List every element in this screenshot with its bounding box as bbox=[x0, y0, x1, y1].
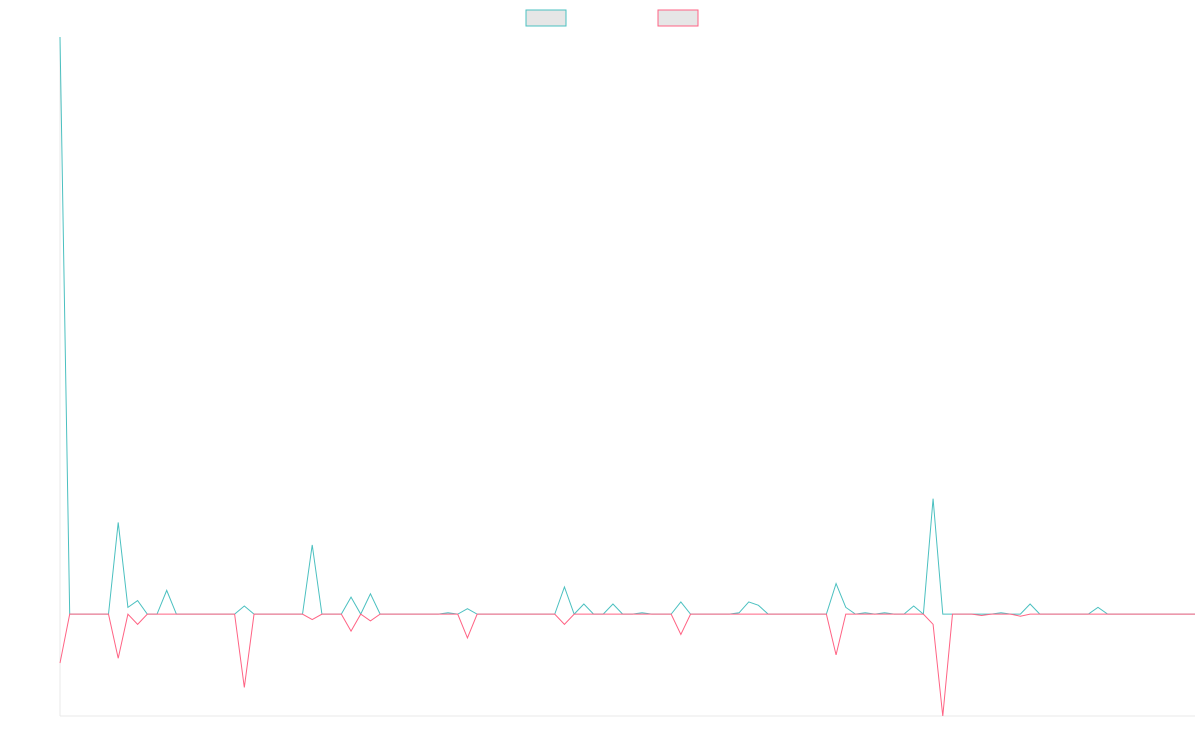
legend bbox=[525, 9, 699, 27]
series-layer bbox=[59, 36, 1195, 717]
series-line-0 bbox=[59, 36, 1195, 616]
legend-swatch-0 bbox=[525, 9, 567, 27]
axes bbox=[59, 37, 1195, 717]
series-line-1 bbox=[59, 613, 1195, 717]
legend-swatch-1 bbox=[657, 9, 699, 27]
